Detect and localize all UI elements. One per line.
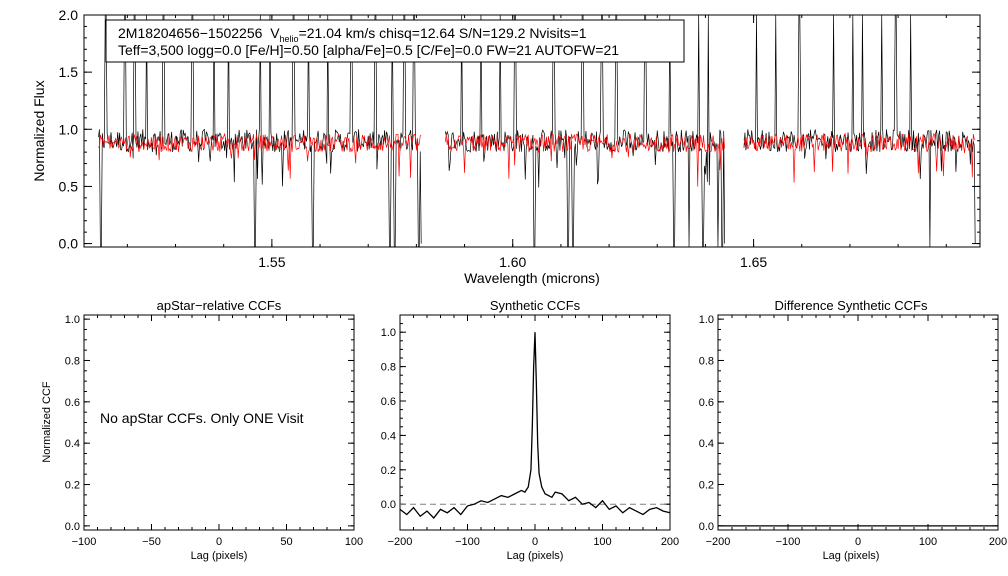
x-tick-label: 100 [593,536,611,548]
observed-spectrum-line [98,14,976,248]
x-tick-label: 1.65 [740,254,767,270]
info-box [105,19,685,63]
y-tick-label: 0.6 [65,397,80,409]
x-tick-label: 1.60 [499,254,526,270]
x-tick-label: 0 [216,536,222,548]
y-tick-label: 1.0 [381,327,396,339]
x-tick-label: −100 [72,536,97,548]
synthetic-ticks: −200 −100 0 100 200 0.0 0.2 0.4 0.6 0.8 1.0 [381,314,679,548]
y-tick-label: 1.0 [65,314,80,326]
apstar-ticks: −100 −50 0 50 100 0.0 0.2 0.4 0.6 0.8 1.0 [65,314,363,548]
x-tick-label: −100 [776,536,801,548]
vhelio-subscript: helio [280,34,299,44]
spectrum-lines-layer [98,14,976,248]
difference-ticks: −200 −100 0 100 200 0.0 0.2 0.4 0.6 0.8 1.0 [699,314,1007,548]
difference-ccf-xlabel: Lag (pixels) [823,550,880,562]
y-tick-label: 0.2 [381,465,396,477]
apstar-ccf-ylabel: Normalized CCF [41,381,53,463]
y-tick-label: 0.2 [699,480,714,492]
x-tick-label: −200 [388,536,413,548]
y-tick-label: 0.8 [65,355,80,367]
synthetic-ccf-title: Synthetic CCFs [490,298,581,313]
stellar-stats: =21.04 km/s chisq=12.64 S/N=129.2 Nvisit… [299,25,587,41]
x-tick-label: 200 [989,536,1007,548]
synthetic-ccf-xlabel: Lag (pixels) [507,550,564,562]
spectrum-ticks: 1.55 1.60 1.65 0.0 0.5 1.0 1.5 2.0 [59,7,980,270]
x-tick-label: −100 [455,536,480,548]
y-tick-label: 0.4 [65,438,80,450]
spectrum-plot-frame [83,14,981,248]
difference-ccf-title: Difference Synthetic CCFs [775,298,928,313]
y-tick-label: 2.0 [59,7,79,23]
y-tick-label: 0.8 [381,362,396,374]
synthetic-ccf-line [399,332,671,519]
x-tick-label: 0 [855,536,861,548]
y-tick-label: 0.0 [381,499,396,511]
y-tick-label: 0.6 [381,396,396,408]
y-tick-label: 0.2 [65,480,80,492]
y-tick-label: 0.0 [65,521,80,533]
y-tick-label: 1.0 [699,314,714,326]
spectrum-xlabel: Wavelength (microns) [464,270,600,286]
apstar-ccf-title: apStar−relative CCFs [157,298,282,313]
x-tick-label: −50 [142,536,161,548]
apstar-ccf-xlabel: Lag (pixels) [191,550,248,562]
y-tick-label: 0.4 [381,430,396,442]
x-tick-label: 100 [345,536,363,548]
x-tick-label: 50 [280,536,292,548]
x-tick-label: 1.55 [258,254,285,270]
spectrum-ylabel: Normalized Flux [31,80,47,181]
axis-ticks-layer: 1.55 1.60 1.65 0.0 0.5 1.0 1.5 2.0 −100 −50 0 50 100… [59,7,1008,548]
y-tick-label: 1.0 [59,121,79,137]
y-tick-label: 0.0 [699,521,714,533]
y-tick-label: 0.0 [59,236,79,252]
vhelio-symbol: V [270,25,280,41]
no-ccf-annotation: No apStar CCFs. Only ONE Visit [100,410,304,426]
info-line-2: Teff=3,500 logg=0.0 [Fe/H]=0.50 [alpha/F… [118,42,619,58]
x-tick-label: −200 [706,536,731,548]
star-id: 2M18204656−1502256 [118,25,263,41]
difference-ccf-plot-frame [717,314,999,531]
x-tick-label: 200 [661,536,679,548]
model-spectrum-line [98,132,976,187]
y-tick-label: 0.5 [59,178,79,194]
x-tick-label: 0 [532,536,538,548]
ccf-lines-layer [399,332,998,527]
y-tick-label: 0.4 [699,438,714,450]
info-line-1: 2M18204656−1502256 Vhelio=21.04 km/s chi… [118,25,587,44]
x-tick-label: 100 [919,536,937,548]
y-tick-label: 0.8 [699,355,714,367]
y-tick-label: 1.5 [59,64,79,80]
y-tick-label: 0.6 [699,397,714,409]
